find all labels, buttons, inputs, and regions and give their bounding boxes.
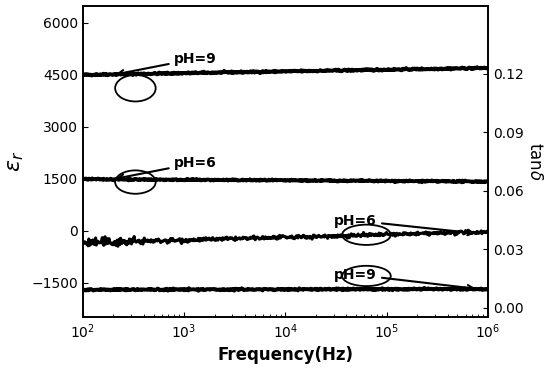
Y-axis label: tan$\delta$: tan$\delta$	[526, 142, 544, 181]
X-axis label: Frequency(Hz): Frequency(Hz)	[217, 346, 353, 364]
Text: pH=9: pH=9	[118, 52, 217, 75]
Text: pH=6: pH=6	[334, 213, 473, 235]
Text: pH=9: pH=9	[334, 268, 473, 290]
Text: pH=6: pH=6	[118, 156, 217, 180]
Y-axis label: $\varepsilon_r$: $\varepsilon_r$	[6, 151, 25, 172]
